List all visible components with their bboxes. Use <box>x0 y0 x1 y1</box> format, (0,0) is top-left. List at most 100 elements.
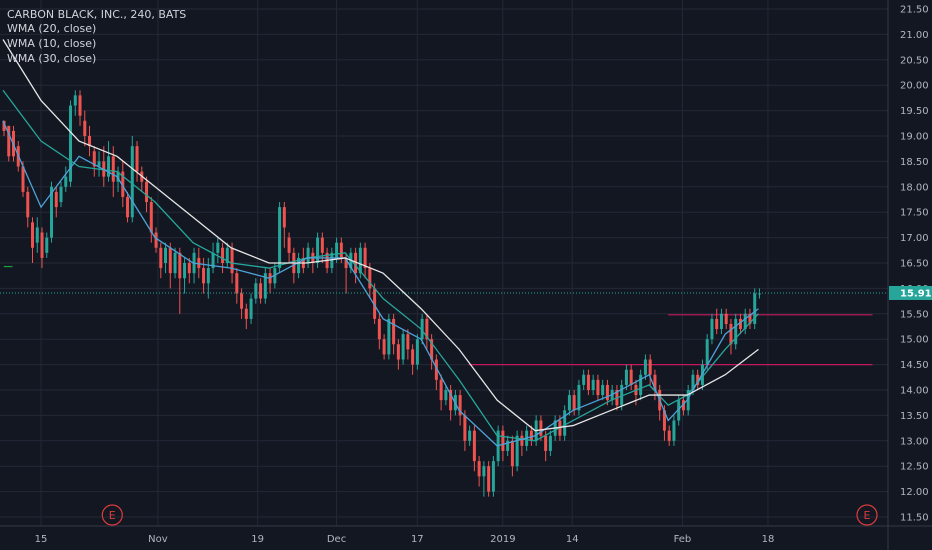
time-axis[interactable]: 15 Nov 19 Dec 17 2019 14 Feb 18 <box>35 534 775 545</box>
candle[interactable] <box>482 461 486 497</box>
candle[interactable] <box>316 232 320 269</box>
candle[interactable] <box>477 456 481 487</box>
candle[interactable] <box>306 242 310 269</box>
candle[interactable] <box>667 425 671 446</box>
candle[interactable] <box>130 136 134 223</box>
candle[interactable] <box>515 430 519 472</box>
candle[interactable] <box>753 288 757 330</box>
candle[interactable] <box>757 288 761 299</box>
candle[interactable] <box>724 308 728 330</box>
candle[interactable] <box>620 379 624 411</box>
candle[interactable] <box>254 278 258 304</box>
candle[interactable] <box>577 379 581 416</box>
candle[interactable] <box>187 257 191 284</box>
candle[interactable] <box>420 313 424 345</box>
candle[interactable] <box>240 288 244 319</box>
candle[interactable] <box>643 354 647 380</box>
candle[interactable] <box>472 425 476 472</box>
candle[interactable] <box>468 425 472 446</box>
candle[interactable] <box>31 217 35 263</box>
candle[interactable] <box>235 268 239 304</box>
candle[interactable] <box>430 334 434 370</box>
candle[interactable] <box>249 293 253 324</box>
candle[interactable] <box>159 242 163 279</box>
candle[interactable] <box>415 334 419 370</box>
candle[interactable] <box>681 395 685 416</box>
candle[interactable] <box>510 435 514 477</box>
candle[interactable] <box>363 242 367 279</box>
candle[interactable] <box>487 461 491 497</box>
candle[interactable] <box>121 161 125 208</box>
candle[interactable] <box>686 384 690 416</box>
candle[interactable] <box>411 344 415 375</box>
candle[interactable] <box>373 283 377 324</box>
candle[interactable] <box>178 247 182 314</box>
candle[interactable] <box>406 329 410 360</box>
candle[interactable] <box>377 313 381 350</box>
earnings-event-marker[interactable]: E <box>856 504 878 526</box>
candle[interactable] <box>149 196 153 243</box>
candle[interactable] <box>672 415 676 446</box>
candle[interactable] <box>92 146 96 177</box>
candle[interactable] <box>572 390 576 416</box>
candle[interactable] <box>458 390 462 426</box>
candle[interactable] <box>734 313 738 350</box>
candle[interactable] <box>211 242 215 274</box>
candle[interactable] <box>244 303 248 330</box>
candle[interactable] <box>491 456 495 497</box>
candle[interactable] <box>259 278 263 304</box>
candle[interactable] <box>26 186 30 228</box>
candle[interactable] <box>520 430 524 457</box>
candle[interactable] <box>729 318 733 355</box>
candle[interactable] <box>506 435 510 457</box>
candle[interactable] <box>548 430 552 457</box>
candle[interactable] <box>382 334 386 360</box>
candle[interactable] <box>624 364 628 390</box>
candle[interactable] <box>586 369 590 396</box>
candle[interactable] <box>78 90 82 126</box>
candle[interactable] <box>83 110 87 147</box>
candle[interactable] <box>738 313 742 335</box>
candle[interactable] <box>567 390 571 416</box>
candle[interactable] <box>639 369 643 401</box>
candle[interactable] <box>539 415 543 441</box>
candle[interactable] <box>648 354 652 385</box>
candle[interactable] <box>40 227 44 269</box>
candle[interactable] <box>88 125 92 157</box>
candle[interactable] <box>263 268 267 304</box>
candle[interactable] <box>358 242 362 279</box>
candle[interactable] <box>282 202 286 248</box>
candle[interactable] <box>696 369 700 390</box>
candle[interactable] <box>287 232 291 263</box>
candle[interactable] <box>97 151 101 177</box>
candle[interactable] <box>197 247 201 279</box>
candle[interactable] <box>710 313 714 345</box>
legend-wma-10[interactable]: WMA (10, close) <box>7 37 96 50</box>
candle[interactable] <box>45 232 49 258</box>
candle[interactable] <box>154 227 158 253</box>
candle[interactable] <box>629 364 633 390</box>
candle[interactable] <box>164 242 168 274</box>
candle[interactable] <box>59 181 63 208</box>
candle[interactable] <box>582 369 586 390</box>
legend-wma-20[interactable]: WMA (20, close) <box>7 22 96 35</box>
candle[interactable] <box>278 202 282 274</box>
earnings-event-marker[interactable]: E <box>101 504 123 526</box>
candle[interactable] <box>7 125 11 162</box>
candle[interactable] <box>715 308 719 335</box>
candle[interactable] <box>705 334 709 370</box>
candle[interactable] <box>135 141 139 182</box>
candle[interactable] <box>173 247 177 279</box>
candle[interactable] <box>35 217 39 253</box>
candle[interactable] <box>425 313 429 350</box>
candle[interactable] <box>168 242 172 289</box>
candle[interactable] <box>225 242 229 269</box>
candle[interactable] <box>748 308 752 330</box>
candle[interactable] <box>73 90 77 116</box>
candle[interactable] <box>463 410 467 451</box>
candle[interactable] <box>107 141 111 182</box>
candle[interactable] <box>449 384 453 421</box>
candle[interactable] <box>501 425 505 462</box>
candle[interactable] <box>591 374 595 396</box>
